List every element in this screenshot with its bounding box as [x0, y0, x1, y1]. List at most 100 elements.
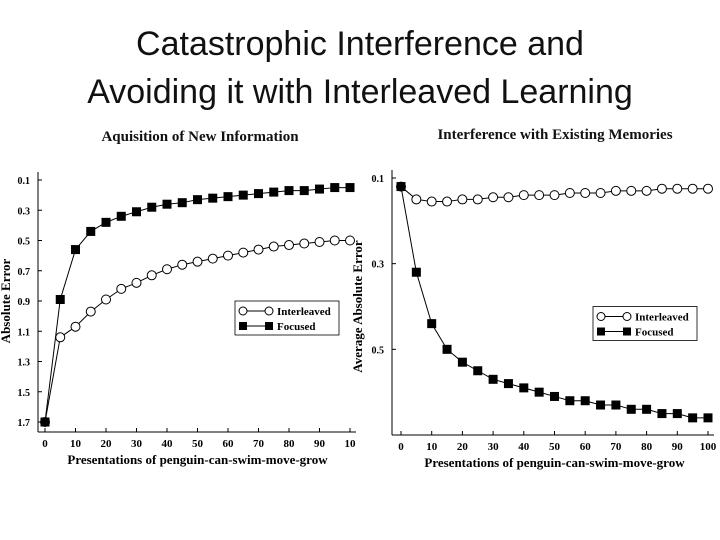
point — [626, 185, 637, 196]
point — [687, 183, 698, 194]
x-tick-label: 50 — [549, 441, 561, 453]
point — [116, 283, 127, 294]
point — [442, 196, 453, 207]
point — [85, 306, 96, 317]
point — [503, 379, 513, 389]
point — [534, 190, 545, 201]
y-tick-label: 1.1 — [18, 327, 31, 338]
point — [314, 237, 325, 248]
point — [162, 199, 172, 209]
point — [672, 409, 682, 419]
point — [147, 202, 157, 212]
point — [688, 413, 698, 423]
point — [519, 383, 529, 393]
point — [345, 183, 355, 193]
slide-title: Avoiding it with Interleaved Learning — [87, 73, 633, 111]
legend-box — [234, 300, 340, 336]
point — [132, 207, 141, 217]
legend-marker — [597, 327, 605, 336]
point — [549, 190, 560, 201]
legend-marker — [596, 312, 606, 321]
y-tick-label: 0.3 — [18, 206, 31, 217]
point — [329, 235, 340, 246]
slide-title: Catastrophic Interference and — [136, 25, 584, 63]
x-tick-label: 50 — [192, 438, 204, 450]
point — [672, 183, 683, 194]
x-tick-label: 0 — [42, 438, 48, 450]
y-tick-label: 0.3 — [372, 260, 385, 271]
point — [40, 417, 50, 427]
chart-title: Interference with Existing Memories — [437, 127, 672, 143]
point — [657, 409, 667, 419]
point — [315, 184, 324, 194]
point — [192, 256, 203, 267]
point — [703, 183, 713, 194]
y-tick-label: 0.9 — [18, 297, 31, 308]
x-tick-label: 10 — [345, 438, 357, 450]
x-tick-label: 10 — [70, 438, 82, 450]
point — [472, 194, 483, 205]
point — [116, 211, 126, 221]
point — [488, 192, 499, 203]
point — [550, 391, 559, 401]
point — [223, 250, 233, 261]
y-tick-label: 0.5 — [18, 237, 31, 248]
legend-marker — [264, 306, 274, 316]
x-tick-label: 40 — [518, 441, 530, 453]
point — [253, 244, 264, 255]
x-tick-label: 70 — [610, 441, 622, 453]
point — [426, 196, 437, 207]
point — [534, 387, 544, 397]
legend-marker — [239, 322, 247, 330]
point — [269, 187, 279, 197]
point — [457, 357, 467, 367]
legend-label: Focused — [635, 327, 674, 339]
legend-label: Interleaved — [635, 312, 689, 324]
x-tick-label: 70 — [253, 438, 265, 450]
point — [595, 187, 606, 198]
chart-title: Aquisition of New Information — [101, 129, 299, 145]
point — [207, 253, 218, 264]
x-tick-label: 20 — [457, 441, 469, 453]
point — [238, 190, 248, 200]
series-line — [400, 186, 708, 419]
y-axis-label: Absolute Error — [0, 258, 13, 343]
x-tick-label: 60 — [223, 438, 235, 450]
point — [55, 332, 66, 343]
point — [284, 240, 294, 251]
point — [703, 413, 713, 423]
point — [641, 185, 652, 196]
legend-label: Focused — [277, 321, 316, 333]
point — [55, 294, 65, 304]
point — [238, 247, 249, 258]
legend-box — [592, 306, 698, 341]
point — [580, 187, 591, 198]
legend-marker — [622, 312, 632, 321]
y-tick-label: 1.5 — [18, 388, 31, 399]
y-tick-label: 0.1 — [18, 176, 31, 187]
point — [86, 226, 96, 236]
point — [146, 270, 157, 281]
point — [442, 344, 452, 354]
point — [457, 194, 468, 205]
y-tick-label: 1.3 — [18, 358, 31, 369]
point — [503, 192, 514, 203]
point — [642, 404, 652, 414]
x-tick-label: 80 — [641, 441, 653, 453]
point — [656, 183, 667, 194]
x-axis-label: Presentations of penguin-can-swim-move-g… — [424, 455, 685, 470]
point — [411, 194, 422, 205]
point — [254, 189, 263, 199]
point — [71, 245, 80, 255]
point — [330, 183, 340, 193]
point — [70, 321, 81, 332]
x-tick-label: 80 — [284, 438, 296, 450]
x-tick-label: 90 — [314, 438, 326, 450]
x-tick-label: 90 — [672, 441, 684, 453]
legend-marker — [623, 327, 631, 336]
x-tick-label: 20 — [101, 438, 113, 450]
x-tick-label: 40 — [162, 438, 174, 450]
point — [177, 198, 187, 208]
y-tick-label: 0.1 — [372, 174, 385, 185]
point — [101, 294, 111, 305]
